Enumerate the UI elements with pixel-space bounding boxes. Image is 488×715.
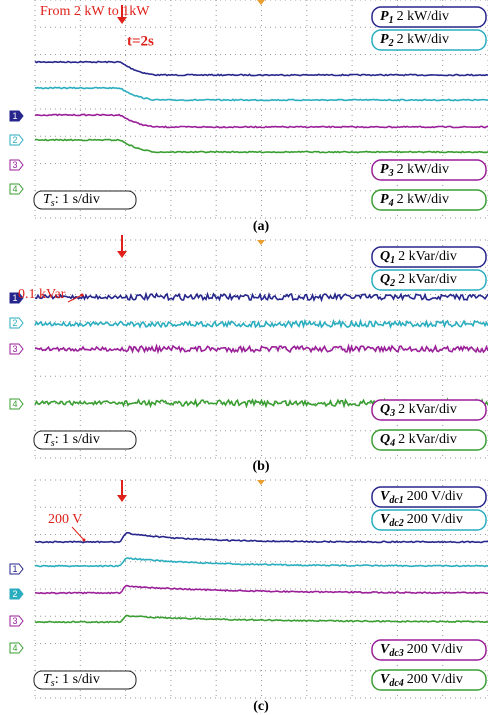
legend-scale: 2 kVar/div <box>398 432 457 447</box>
legend-subscript: 1 <box>389 15 394 26</box>
figure: 1234From 2 kW to 1kWt=2sP12 kW/divP22 kW… <box>0 0 488 715</box>
legend-subscript: dc2 <box>389 518 403 529</box>
legend-symbol: Q <box>380 249 390 264</box>
legend-scale: 2 kW/div <box>397 32 450 47</box>
legend-scale: 2 kW/div <box>397 9 450 24</box>
channel-number: 4 <box>12 399 17 409</box>
annotation: From 2 kW to 1kW <box>40 4 150 19</box>
legend-subscript: 2 <box>389 278 395 289</box>
waveform <box>35 586 488 594</box>
legend-scale: 2 kW/div <box>397 192 450 207</box>
channel-number: 2 <box>12 318 17 328</box>
channel-number: 4 <box>12 643 17 653</box>
channel-number: 1 <box>12 111 17 121</box>
time-scale: : 1 s/div <box>55 192 100 207</box>
channel-number: 1 <box>12 564 17 574</box>
legend-subscript: 3 <box>389 408 395 419</box>
legend-symbol: Q <box>380 272 390 287</box>
legend-scale: 200 V/div <box>407 512 463 527</box>
waveform <box>35 61 488 75</box>
channel-number: 3 <box>12 344 17 354</box>
annotation-arrow <box>72 527 84 540</box>
legend-scale: 200 V/div <box>407 489 463 504</box>
legend-subscript: 4 <box>389 438 395 449</box>
legend-scale: 200 V/div <box>407 642 463 657</box>
legend-subscript: dc3 <box>389 648 403 659</box>
time-scale: : 1 s/div <box>55 432 100 447</box>
legend-symbol: Q <box>380 432 390 447</box>
panel-label: (b) <box>252 459 269 474</box>
legend-subscript: dc4 <box>389 678 403 689</box>
event-arrow-head <box>117 251 127 258</box>
legend-scale: 200 V/div <box>407 672 463 687</box>
legend-subscript: dc1 <box>389 495 403 506</box>
legend-subscript: 4 <box>388 198 394 209</box>
trigger-marker <box>257 0 265 5</box>
legend-symbol: Q <box>380 402 390 417</box>
channel-number: 2 <box>12 589 17 599</box>
trigger-marker <box>257 480 265 485</box>
legend-scale: 2 kVar/div <box>398 249 457 264</box>
legend-subscript: 1 <box>390 255 395 266</box>
channel-number: 2 <box>12 135 17 145</box>
waveform <box>35 87 488 100</box>
legend-scale: 2 kVar/div <box>398 402 457 417</box>
annotation: 0.1 kVar <box>18 287 66 302</box>
time-scale: : 1 s/div <box>55 672 100 687</box>
channel-number: 1 <box>12 293 17 303</box>
annotation: 200 V <box>48 512 82 527</box>
legend-scale: 2 kW/div <box>397 162 450 177</box>
panel: 12340.1 kVarQ12 kVar/divQ22 kVar/divQ32 … <box>10 235 488 474</box>
channel-number: 3 <box>12 616 17 626</box>
annotation-arrow-head <box>81 294 84 297</box>
legend-subscript: 2 <box>388 38 394 49</box>
annotation-arrow-head <box>83 539 86 542</box>
trigger-marker <box>257 240 265 245</box>
channel-number: 3 <box>12 160 17 170</box>
waveform <box>35 294 488 300</box>
channel-number: 4 <box>12 184 17 194</box>
panel-label: (a) <box>253 219 270 234</box>
panel-label: (c) <box>253 699 269 714</box>
legend-scale: 2 kVar/div <box>398 272 457 287</box>
legend-subscript: 3 <box>388 168 394 179</box>
event-label: t=2s <box>127 33 154 49</box>
